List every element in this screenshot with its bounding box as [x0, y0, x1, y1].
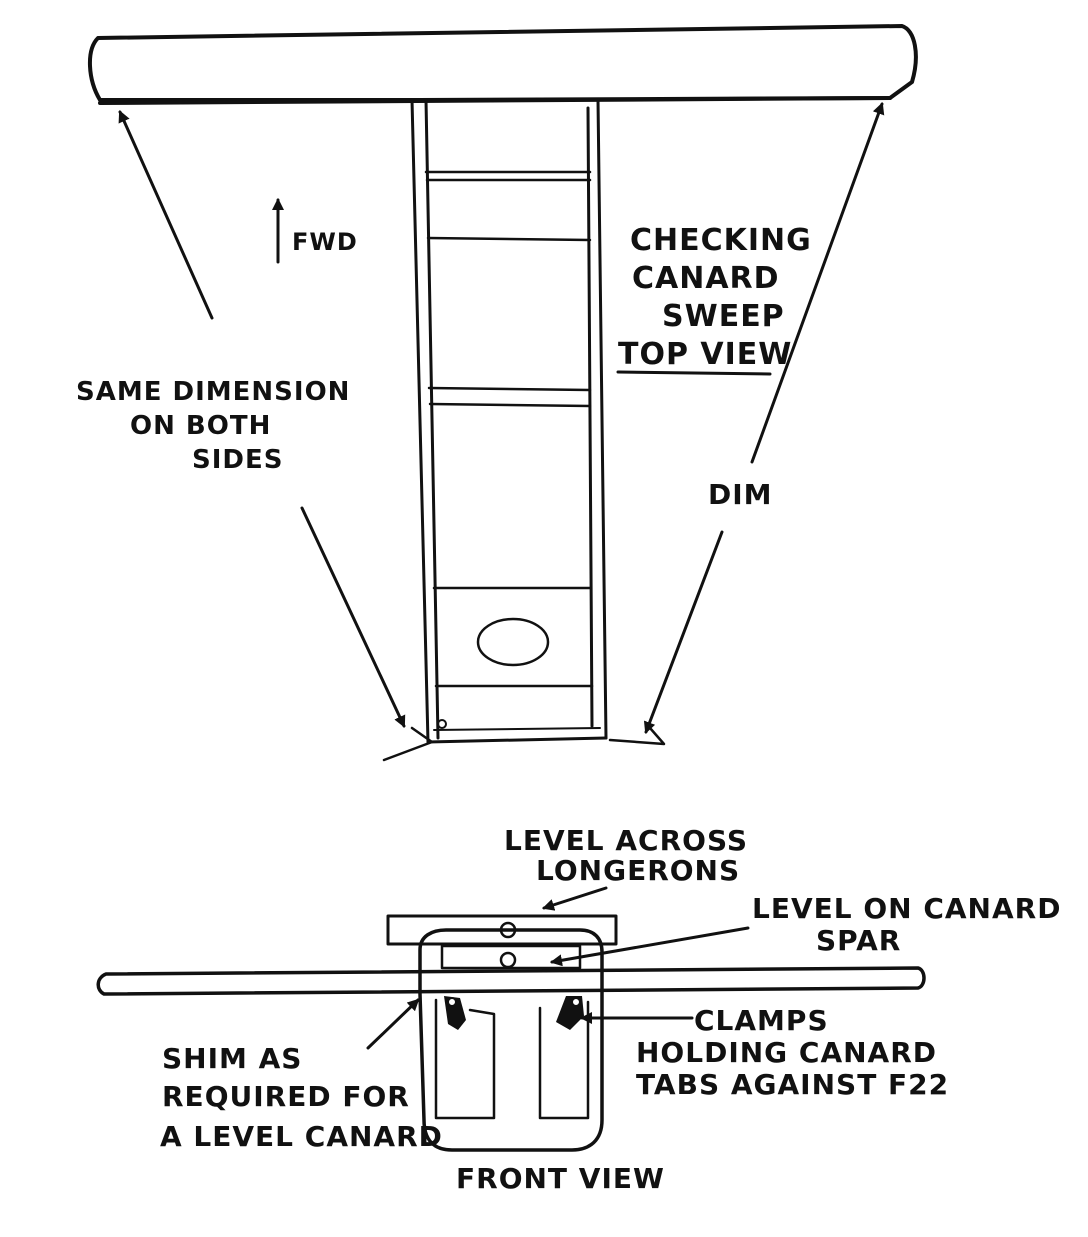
shim-label-line-1: SHIM AS — [162, 1042, 302, 1075]
same-dim-line-2: ON BOTH — [130, 411, 271, 441]
front-view-caption: FRONT VIEW — [456, 1162, 665, 1195]
same-dim-line-1: SAME DIMENSION — [76, 377, 350, 407]
longerons-leader — [542, 886, 608, 911]
clamps-label-line-2: HOLDING CANARD — [636, 1036, 937, 1069]
right-fuselage-corner-mark — [608, 726, 666, 746]
spar-label-line-2: SPAR — [816, 924, 901, 957]
fuselage-front-left-bay — [434, 998, 496, 1120]
canard-spar-front — [96, 966, 926, 996]
title-line-3: SWEEP — [662, 299, 785, 334]
fuselage-front-inner-top — [440, 944, 582, 970]
longeron-level-board — [386, 914, 618, 946]
dim-label: DIM — [708, 478, 773, 511]
fuselage-front-outer — [418, 928, 604, 1152]
right-dim-arrow-bottom — [643, 530, 724, 734]
shim-label-line-3: A LEVEL CANARD — [160, 1120, 443, 1153]
clamp-pin-left — [447, 997, 457, 1007]
shim-leader — [366, 998, 420, 1050]
shim-label-line-2: REQUIRED FOR — [162, 1080, 410, 1113]
left-dim-arrow-top — [118, 110, 214, 320]
left-fuselage-corner-mark — [382, 726, 434, 762]
longerons-label-line-1: LEVEL ACROSS — [504, 824, 748, 857]
longerons-label-line-2: LONGERONS — [536, 854, 740, 887]
clamp-pin-right — [571, 997, 581, 1007]
reference-point-left — [437, 719, 447, 729]
spar-leader — [550, 926, 750, 967]
fwd-label: FWD — [292, 228, 358, 256]
level-bubble-spar — [499, 951, 517, 969]
title-line-2: CANARD — [632, 261, 780, 296]
level-bubble-longerons — [499, 921, 517, 939]
fuselage-opening — [476, 617, 550, 667]
top-view: FWD CHECKING CANARD SWEEP TOP VIEW SAME … — [76, 24, 918, 762]
canard-top-outline — [87, 24, 918, 102]
front-view: LEVEL ACROSS LONGERONS LEVEL ON CANARD S… — [96, 824, 1061, 1195]
spar-label-line-1: LEVEL ON CANARD — [752, 892, 1061, 925]
left-dim-arrow-bottom — [300, 506, 406, 728]
subtitle-underline — [616, 370, 772, 376]
title-line-1: CHECKING — [630, 223, 812, 258]
fuselage-front-right-bay — [538, 1000, 590, 1120]
bulkhead — [427, 386, 592, 392]
bulkhead — [428, 402, 592, 408]
clamps-label-line-1: CLAMPS — [694, 1004, 829, 1037]
same-dim-line-3: SIDES — [192, 445, 283, 475]
fuselage-top — [410, 98, 608, 744]
clamps-label-line-3: TABS AGAINST F22 — [636, 1068, 949, 1101]
canard-trailing-edge — [98, 96, 892, 105]
bulkhead — [426, 236, 592, 242]
top-view-subtitle: TOP VIEW — [618, 337, 792, 372]
right-dim-arrow-top — [750, 102, 885, 464]
